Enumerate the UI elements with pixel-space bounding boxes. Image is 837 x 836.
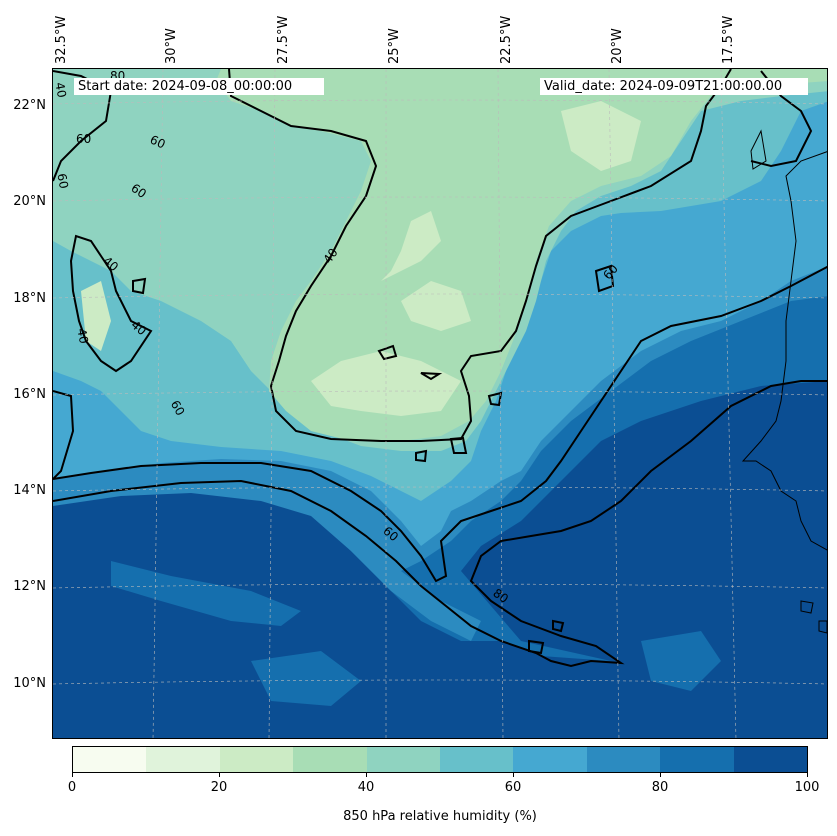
contour-island-d bbox=[449, 436, 468, 454]
band-20-30-c bbox=[561, 101, 641, 171]
colorbar-tick-20 bbox=[219, 773, 220, 777]
contour-60-island bbox=[594, 264, 615, 293]
colorbar-swatch-0 bbox=[73, 747, 147, 772]
lon-label-30w: 30°W bbox=[164, 28, 179, 64]
lon-label-25w: 25°W bbox=[387, 28, 402, 64]
coast-africa bbox=[741, 151, 827, 551]
lon-label-20w: 20°W bbox=[610, 28, 625, 64]
colorbar-swatch-4 bbox=[366, 747, 441, 772]
lat-label-12n: 12°N bbox=[13, 579, 46, 594]
band-20-30 bbox=[381, 211, 441, 281]
band-80-90-patch-a bbox=[111, 561, 301, 626]
lon-label-22-5w: 22.5°W bbox=[499, 15, 514, 64]
contour-label-40-c: 40 bbox=[74, 327, 91, 345]
colorbar-label-20: 20 bbox=[210, 780, 228, 795]
colorbar-tick-0 bbox=[72, 773, 73, 777]
contour-island-h bbox=[552, 619, 565, 633]
contour-island-e bbox=[415, 449, 428, 463]
valid-date-label: Valid_date: 2024-09-09T21:00:00.00 bbox=[540, 78, 808, 95]
start-date-label: Start date: 2024-09-08_00:00:00 bbox=[74, 78, 324, 95]
colorbar-tick-80 bbox=[660, 773, 661, 777]
lat-label-18n: 18°N bbox=[13, 291, 46, 306]
contour-label-40-d: 40 bbox=[52, 81, 69, 99]
contour-island-b bbox=[420, 372, 443, 381]
colorbar-tick-100 bbox=[807, 773, 808, 777]
lon-label-32-5w: 32.5°W bbox=[54, 15, 69, 64]
contour-40-west bbox=[69, 234, 153, 373]
band-20-30-e bbox=[401, 281, 471, 331]
map-canvas bbox=[53, 69, 827, 738]
band-30-40 bbox=[216, 69, 827, 441]
coast-canary bbox=[750, 129, 767, 170]
lat-label-20n: 20°N bbox=[13, 194, 46, 209]
coast-africa-islands bbox=[800, 600, 827, 634]
colorbar-swatch-1 bbox=[146, 747, 220, 772]
contour-80-south bbox=[53, 380, 827, 668]
contour-label-60-a: 60 bbox=[76, 132, 92, 146]
colorbar-swatch-2 bbox=[219, 747, 294, 772]
lat-label-14n: 14°N bbox=[13, 483, 46, 498]
colorbar-label-100: 100 bbox=[794, 780, 820, 795]
contour-60-ne bbox=[750, 70, 813, 168]
colorbar-label-80: 80 bbox=[651, 780, 669, 795]
contour-60-topleft bbox=[53, 70, 113, 182]
colorbar-swatch-6 bbox=[513, 747, 587, 772]
contour-island-a bbox=[377, 344, 398, 361]
band-80-90-patch-c bbox=[641, 631, 721, 691]
lat-label-22n: 22°N bbox=[13, 98, 46, 113]
contour-island-c bbox=[487, 391, 503, 407]
colorbar-tick-40 bbox=[366, 773, 367, 777]
band-80-90-patch-b bbox=[251, 651, 361, 706]
contour-lines bbox=[53, 69, 827, 668]
contour-island-f bbox=[132, 277, 147, 295]
lon-label-17-5w: 17.5°W bbox=[721, 15, 736, 64]
colorbar-label-60: 60 bbox=[504, 780, 522, 795]
colorbar-swatch-3 bbox=[293, 747, 367, 772]
lon-label-27-5w: 27.5°W bbox=[276, 15, 291, 64]
lat-label-10n: 10°N bbox=[13, 676, 46, 691]
colorbar-swatch-5 bbox=[440, 747, 514, 772]
contour-60-south bbox=[53, 265, 827, 583]
colorbar-title: 850 hPa relative humidity (%) bbox=[343, 809, 537, 824]
graticule bbox=[53, 69, 827, 738]
coastline bbox=[741, 129, 827, 634]
colorbar-swatch-7 bbox=[586, 747, 661, 772]
humidity-map: 80 60 60 60 40 40 40 40 60 60 40 60 80 6… bbox=[52, 68, 828, 739]
colorbar-swatch-8 bbox=[660, 747, 734, 772]
contour-label-60-e: 60 bbox=[54, 172, 71, 190]
band-20-30-d bbox=[81, 281, 111, 351]
colorbar-label-40: 40 bbox=[357, 780, 375, 795]
colorbar-swatch-9 bbox=[733, 747, 808, 772]
colorbar bbox=[72, 746, 808, 773]
colorbar-label-0: 0 bbox=[67, 780, 77, 795]
lat-label-16n: 16°N bbox=[13, 387, 46, 402]
contour-40-main bbox=[228, 69, 732, 442]
contour-60-west bbox=[53, 390, 75, 480]
colorbar-tick-60 bbox=[513, 773, 514, 777]
contour-island-g bbox=[528, 639, 545, 655]
